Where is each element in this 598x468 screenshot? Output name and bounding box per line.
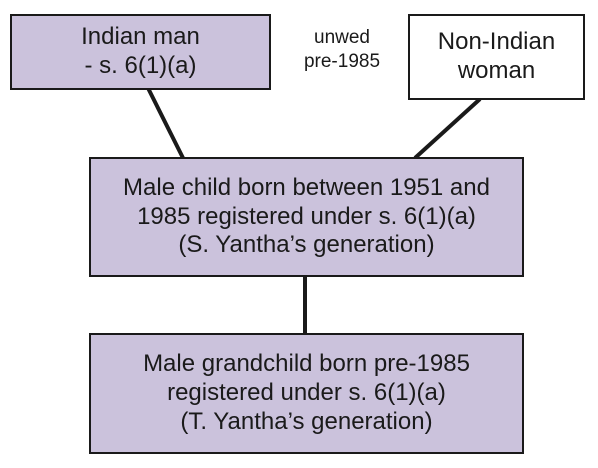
child-line-2: 1985 registered under s. 6(1)(a) [137, 202, 476, 230]
relationship-label: unwed pre-1985 [296, 26, 388, 74]
mother-line-2: woman [457, 57, 536, 84]
mother-line-1: Non-Indian [437, 28, 556, 56]
relationship-line-2: pre-1985 [303, 50, 381, 72]
child-line-1: Male child born between 1951 and [123, 173, 490, 201]
grandchild-line-3: (T. Yantha’s generation) [180, 407, 433, 435]
child-box: Male child born between 1951 and 1985 re… [89, 157, 524, 277]
grandchild-box: Male grandchild born pre-1985 registered… [89, 333, 524, 454]
mother-to-child-line [413, 97, 482, 160]
mother-box: Non-Indian woman [408, 14, 585, 100]
father-line-1: Indian man [81, 23, 200, 51]
father-to-child-line [146, 87, 185, 159]
grandchild-line-2: registered under s. 6(1)(a) [167, 379, 446, 407]
father-line-2: - s. 6(1)(a) [84, 52, 197, 79]
father-box: Indian man - s. 6(1)(a) [10, 14, 271, 90]
child-line-3: (S. Yantha’s generation) [178, 231, 435, 259]
relationship-line-1: unwed [314, 27, 370, 48]
grandchild-line-1: Male grandchild born pre-1985 [143, 350, 470, 378]
